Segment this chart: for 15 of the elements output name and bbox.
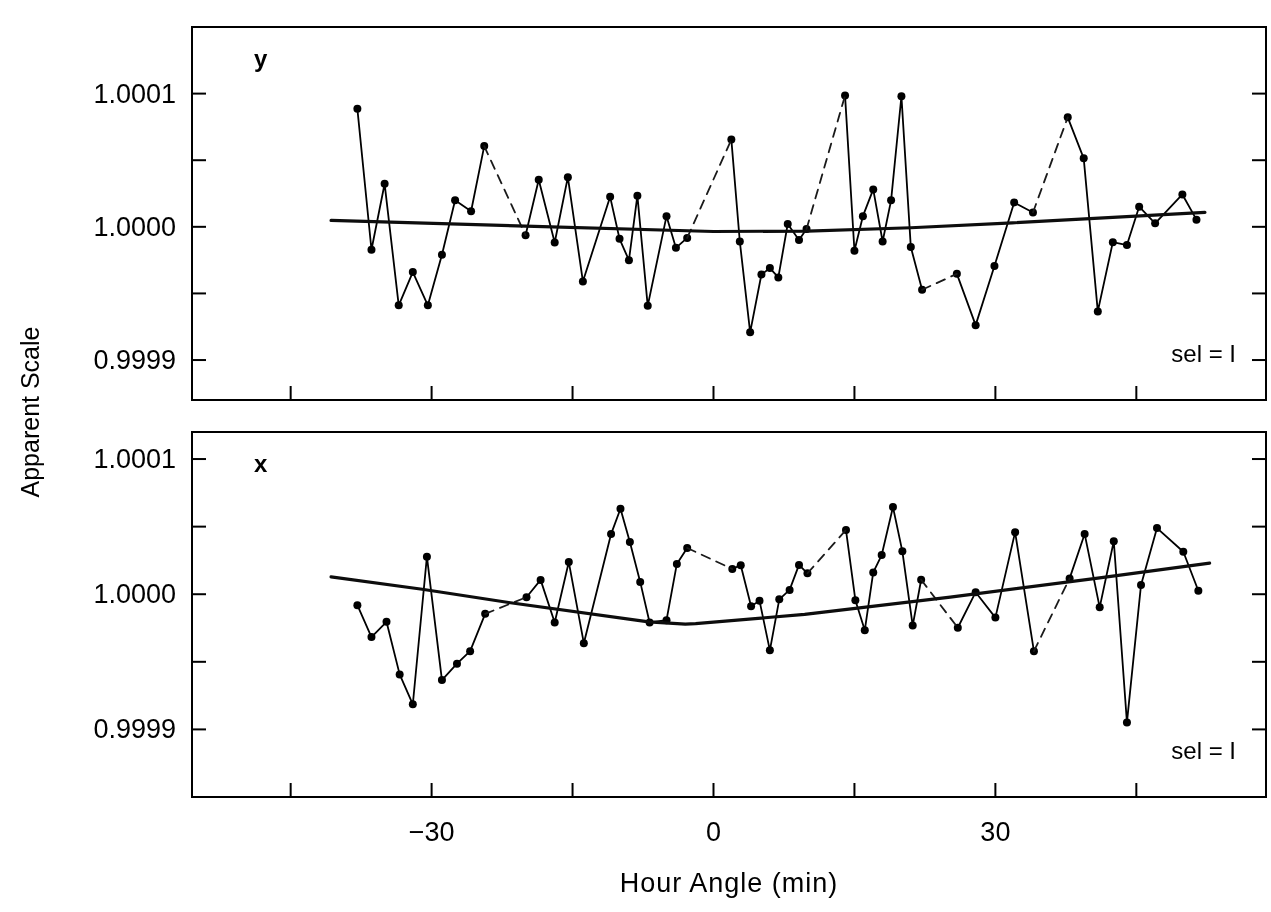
x-tick-label: 30 [980, 817, 1011, 847]
y-tick-label: 0.9999 [93, 714, 176, 745]
annotation: sel = I [1171, 340, 1236, 367]
annotation: sel = I [1171, 737, 1236, 764]
annotation: x [254, 450, 268, 477]
x-axis-title: Hour Angle (min) [619, 868, 839, 898]
y-tick-label: 0.9999 [93, 345, 176, 376]
annotation: y [254, 45, 268, 72]
y-tick-label: 1.0001 [93, 78, 176, 109]
y-tick-label: 1.0000 [93, 211, 176, 242]
x-tick-label: −30 [408, 817, 455, 847]
x-tick-label: 0 [705, 817, 722, 847]
y-tick-label: 1.0001 [93, 444, 176, 475]
y-axis-title: Apparent Scale [16, 326, 44, 498]
y-tick-label: 1.0000 [93, 579, 176, 610]
